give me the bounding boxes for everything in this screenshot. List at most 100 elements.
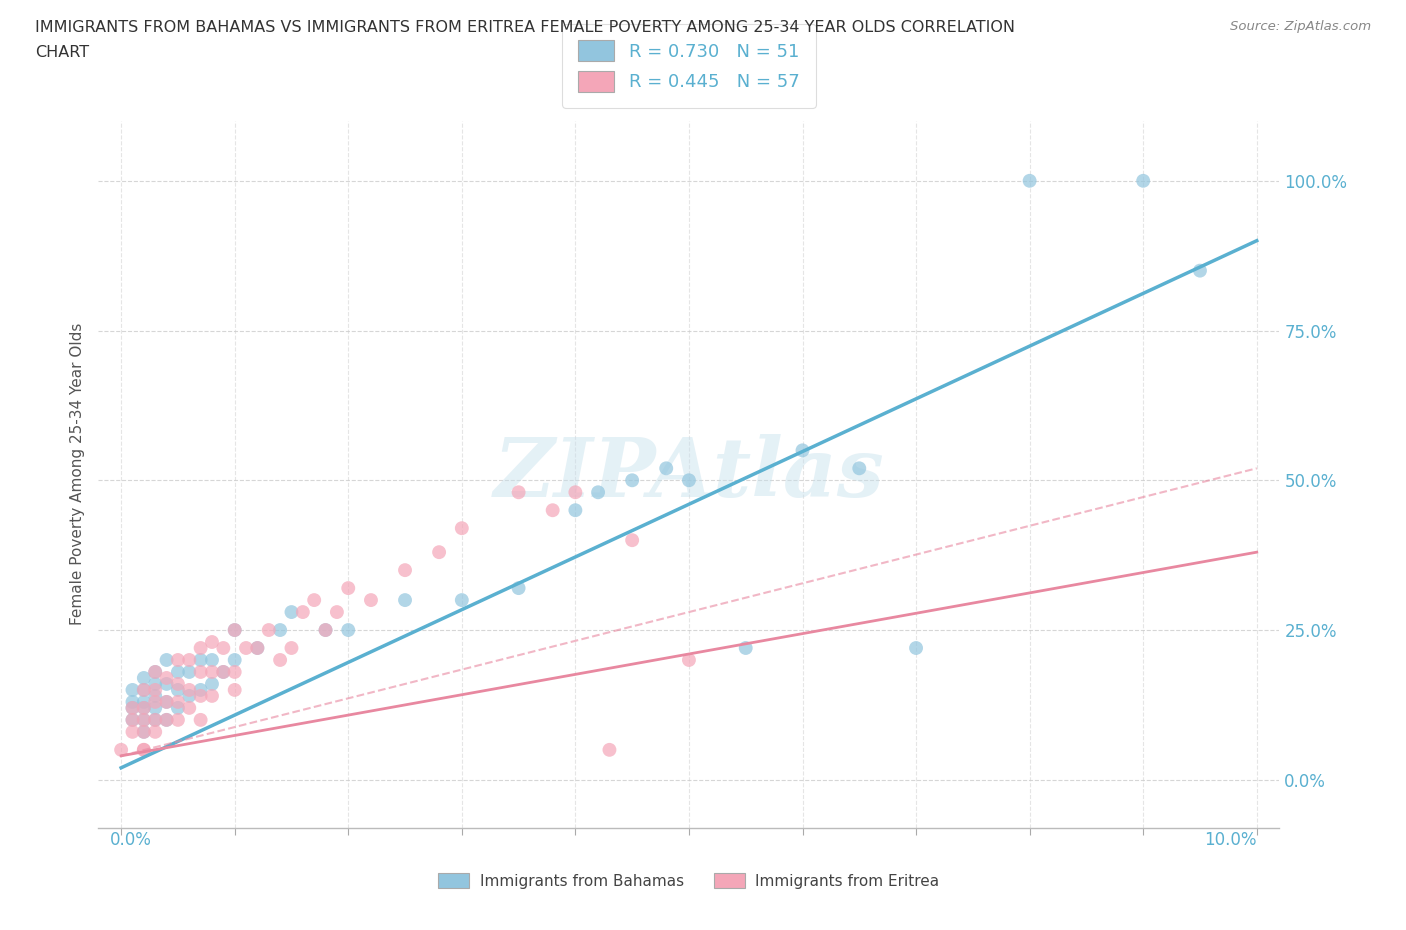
Point <box>121 712 143 727</box>
Point <box>190 712 212 727</box>
Point <box>143 665 166 680</box>
Point <box>143 695 166 710</box>
Text: Source: ZipAtlas.com: Source: ZipAtlas.com <box>1230 20 1371 33</box>
Point <box>1018 173 1040 188</box>
Point <box>212 665 235 680</box>
Text: CHART: CHART <box>35 45 89 60</box>
Point <box>326 604 349 619</box>
Point <box>121 700 143 715</box>
Point <box>1188 263 1211 278</box>
Point <box>167 676 190 691</box>
Point <box>190 653 212 668</box>
Point <box>179 700 201 715</box>
Point <box>224 622 246 637</box>
Point <box>110 742 132 757</box>
Point <box>179 688 201 703</box>
Point <box>167 653 190 668</box>
Point <box>394 563 416 578</box>
Point <box>315 622 337 637</box>
Point <box>224 622 246 637</box>
Point <box>450 592 472 607</box>
Point <box>132 700 155 715</box>
Point <box>132 700 155 715</box>
Point <box>143 688 166 703</box>
Point <box>905 641 928 656</box>
Point <box>121 724 143 739</box>
Point <box>394 592 416 607</box>
Point <box>132 695 155 710</box>
Text: ZIPAtlas: ZIPAtlas <box>494 434 884 514</box>
Point <box>179 665 201 680</box>
Point <box>167 712 190 727</box>
Point <box>224 665 246 680</box>
Point <box>155 653 177 668</box>
Point <box>302 592 325 607</box>
Point <box>155 695 177 710</box>
Text: 10.0%: 10.0% <box>1205 830 1257 849</box>
Point <box>678 653 700 668</box>
Point <box>337 622 360 637</box>
Point <box>201 653 224 668</box>
Point <box>427 545 450 560</box>
Point <box>143 676 166 691</box>
Point <box>235 641 257 656</box>
Point <box>179 683 201 698</box>
Point <box>132 683 155 698</box>
Point <box>212 665 235 680</box>
Point <box>655 461 678 476</box>
Point <box>508 485 530 499</box>
Point <box>246 641 269 656</box>
Point <box>201 676 224 691</box>
Point <box>143 700 166 715</box>
Text: IMMIGRANTS FROM BAHAMAS VS IMMIGRANTS FROM ERITREA FEMALE POVERTY AMONG 25-34 YE: IMMIGRANTS FROM BAHAMAS VS IMMIGRANTS FR… <box>35 20 1015 35</box>
Point <box>132 671 155 685</box>
Point <box>155 712 177 727</box>
Point <box>792 443 814 458</box>
Point <box>155 671 177 685</box>
Point <box>541 503 564 518</box>
Point <box>121 683 143 698</box>
Point <box>621 472 644 487</box>
Point <box>598 742 620 757</box>
Point <box>167 695 190 710</box>
Point <box>190 641 212 656</box>
Point <box>132 742 155 757</box>
Point <box>257 622 280 637</box>
Point <box>201 634 224 649</box>
Point <box>167 665 190 680</box>
Point <box>678 472 700 487</box>
Point <box>132 683 155 698</box>
Point <box>190 683 212 698</box>
Point <box>190 665 212 680</box>
Point <box>143 683 166 698</box>
Point <box>121 700 143 715</box>
Point <box>155 695 177 710</box>
Point <box>224 683 246 698</box>
Point <box>201 665 224 680</box>
Point <box>246 641 269 656</box>
Point <box>212 641 235 656</box>
Point <box>450 521 472 536</box>
Point <box>179 653 201 668</box>
Point <box>224 653 246 668</box>
Point <box>586 485 609 499</box>
Point <box>280 641 302 656</box>
Legend: Immigrants from Bahamas, Immigrants from Eritrea: Immigrants from Bahamas, Immigrants from… <box>429 863 949 897</box>
Point <box>315 622 337 637</box>
Point <box>360 592 382 607</box>
Point <box>190 688 212 703</box>
Point <box>848 461 870 476</box>
Point <box>132 712 155 727</box>
Point <box>280 604 302 619</box>
Point <box>155 676 177 691</box>
Point <box>508 580 530 595</box>
Point <box>564 503 586 518</box>
Point <box>143 712 166 727</box>
Point <box>132 712 155 727</box>
Point <box>269 622 291 637</box>
Text: 0.0%: 0.0% <box>110 830 152 849</box>
Point <box>201 688 224 703</box>
Point <box>621 533 644 548</box>
Point <box>167 700 190 715</box>
Point <box>143 712 166 727</box>
